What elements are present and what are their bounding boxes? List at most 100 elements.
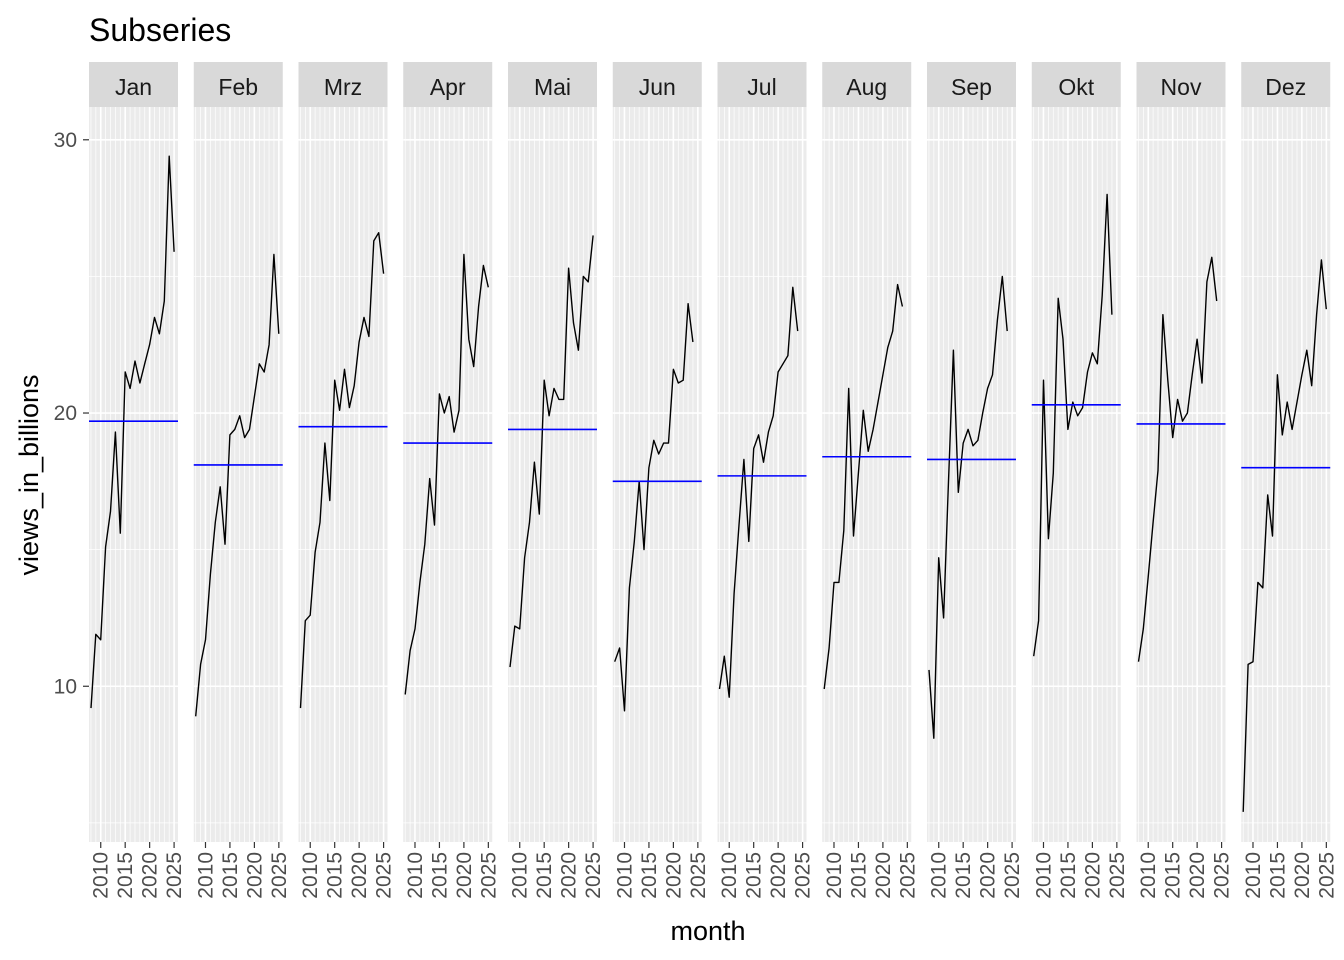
panel-background [927,107,1016,842]
x-tick-label: 2025 [1001,852,1024,899]
panel-background [298,107,388,842]
series-line [1033,193,1113,657]
series-line [404,253,489,695]
y-tick-label: 10 [54,675,77,698]
x-tick-label: 2025 [477,852,500,899]
facet-panel-okt: Okt 2010 2015 2020 2025 [1031,62,1129,899]
x-tick-label: 2020 [1081,852,1104,899]
panel-background [717,107,807,842]
series-line [928,275,1008,739]
x-tick-label: 2015 [533,852,556,899]
facet-strip [822,62,912,107]
facet-strip-label: Aug [846,74,887,100]
x-tick-label: 2025 [1211,852,1234,899]
facet-strip-label: Apr [430,74,466,100]
facet-strip [1136,62,1226,107]
panel-background [89,107,178,842]
y-tick-label: 20 [54,402,77,425]
facet-panel-feb: Feb 2010 2015 2020 2025 [193,62,291,899]
panel-background [403,107,493,842]
facet-panel-dez: Dez 2010 2015 2020 2025 [1241,62,1338,899]
series-line [90,155,175,709]
x-tick-label: 2025 [268,852,291,899]
facet-strip [1031,62,1121,107]
y-axis-title: views_in_billions [14,374,44,575]
x-tick-label: 2015 [428,852,451,899]
x-tick-label: 2010 [299,852,322,899]
x-tick-label: 2010 [718,852,741,899]
facet-strip-label: Dez [1265,74,1306,100]
series-line [614,303,694,712]
x-tick-label: 2025 [1315,852,1338,899]
facet-panel-jun: Jun 2010 2015 2020 2025 [612,62,710,899]
x-tick-label: 2010 [509,852,532,899]
facet-panel-jul: Jul 2010 2015 2020 2025 [717,62,815,899]
facet-strip-label: Mrz [324,74,362,100]
x-tick-label: 2010 [1242,852,1265,899]
facet-strip-label: Mai [534,74,571,100]
x-tick-label: 2020 [243,852,266,899]
facet-panel-nov: Nov 2010 2015 2020 2025 [1136,62,1234,899]
x-tick-label: 2020 [348,852,371,899]
chart-title: Subseries [89,12,231,48]
x-tick-label: 2020 [767,852,790,899]
facet-panel-sep: Sep 2010 2015 2020 2025 [927,62,1024,899]
x-axis-title: month [670,916,745,946]
facet-panel-mai: Mai 2010 2015 2020 2025 [508,62,605,899]
x-tick-label: 2020 [139,852,162,899]
x-tick-label: 2010 [614,852,637,899]
x-tick-label: 2015 [1057,852,1080,899]
x-tick-label: 2015 [219,852,242,899]
series-line [1137,256,1218,662]
x-tick-label: 2010 [404,852,427,899]
y-axis: 10 20 30 [54,129,89,698]
series-line [299,231,385,709]
panel-background [508,107,597,842]
x-tick-label: 2010 [823,852,846,899]
facet-strip [927,62,1016,107]
facet-strip-label: Sep [951,74,992,100]
facet-strip [1241,62,1331,107]
x-tick-label: 2020 [1291,852,1314,899]
x-tick-label: 2010 [195,852,218,899]
facet-strip [717,62,807,107]
panel-background [612,107,702,842]
series-line [823,283,904,690]
x-tick-label: 2020 [872,852,895,899]
x-tick-label: 2015 [743,852,766,899]
series-line [195,253,280,717]
x-tick-label: 2015 [114,852,137,899]
series-line [509,235,594,668]
x-tick-label: 2025 [687,852,710,899]
x-tick-label: 2015 [1162,852,1185,899]
x-tick-label: 2015 [1266,852,1289,899]
x-tick-label: 2025 [896,852,919,899]
x-tick-label: 2020 [977,852,1000,899]
x-tick-label: 2010 [1137,852,1160,899]
facet-strip [89,62,178,107]
x-tick-label: 2015 [847,852,870,899]
x-tick-label: 2020 [453,852,476,899]
facet-strip-label: Feb [218,74,258,100]
facet-strip-label: Nov [1161,74,1202,100]
x-tick-label: 2010 [1033,852,1056,899]
facet-strip-label: Jul [747,74,776,100]
panel-background [1241,107,1331,842]
x-tick-label: 2025 [582,852,605,899]
x-tick-label: 2010 [928,852,951,899]
facet-strip [193,62,283,107]
x-tick-label: 2025 [1106,852,1129,899]
facet-panel-jan: Jan 2010 2015 2020 2025 [89,62,186,899]
x-tick-label: 2015 [638,852,661,899]
series-line [1242,259,1327,812]
x-tick-label: 2010 [90,852,113,899]
facet-strip [298,62,388,107]
x-tick-label: 2020 [662,852,685,899]
panel-background [193,107,283,842]
facet-strip-label: Jan [115,74,152,100]
x-tick-label: 2015 [324,852,347,899]
facet-strip-label: Okt [1058,74,1094,100]
facet-strip [612,62,702,107]
